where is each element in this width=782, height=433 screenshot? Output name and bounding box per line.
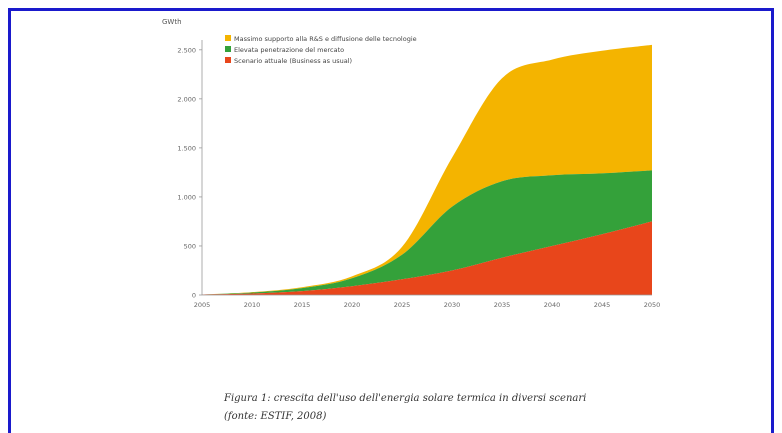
area-series-scenario bbox=[202, 221, 652, 295]
legend: Massimo supporto alla R&S e diffusione d… bbox=[225, 35, 417, 65]
y-tick-label: 1.000 bbox=[177, 193, 196, 201]
figure-frame bbox=[8, 8, 774, 433]
area-series-massimo bbox=[202, 44, 652, 295]
figure-caption: Figura 1: crescita dell'uso dell'energia… bbox=[224, 393, 587, 404]
legend-label: Elevata penetrazione del mercato bbox=[234, 46, 344, 54]
figure-source: (fonte: ESTIF, 2008) bbox=[224, 411, 327, 422]
y-tick-label: 2.500 bbox=[177, 46, 196, 54]
x-tick-label: 2045 bbox=[594, 301, 611, 309]
legend-swatch bbox=[225, 35, 231, 41]
legend-label: Scenario attuale (Business as usual) bbox=[234, 57, 352, 65]
y-tick-label: 2.000 bbox=[177, 95, 196, 103]
x-tick-label: 2050 bbox=[644, 301, 661, 309]
y-tick-label: 500 bbox=[184, 242, 196, 250]
x-tick-label: 2035 bbox=[494, 301, 511, 309]
area-series-elevata bbox=[202, 170, 652, 295]
x-tick-label: 2030 bbox=[444, 301, 461, 309]
x-tick-label: 2010 bbox=[244, 301, 261, 309]
x-tick-label: 2015 bbox=[294, 301, 311, 309]
legend-swatch bbox=[225, 57, 231, 63]
y-tick-label: 1.500 bbox=[177, 144, 196, 152]
legend-swatch bbox=[225, 46, 231, 52]
y-tick-label: 0 bbox=[192, 292, 196, 300]
x-tick-label: 2020 bbox=[344, 301, 361, 309]
x-tick-label: 2040 bbox=[544, 301, 561, 309]
x-tick-label: 2025 bbox=[394, 301, 411, 309]
x-tick-label: 2005 bbox=[194, 301, 211, 309]
y-axis-unit: GWth bbox=[162, 18, 182, 26]
legend-label: Massimo supporto alla R&S e diffusione d… bbox=[234, 35, 417, 43]
